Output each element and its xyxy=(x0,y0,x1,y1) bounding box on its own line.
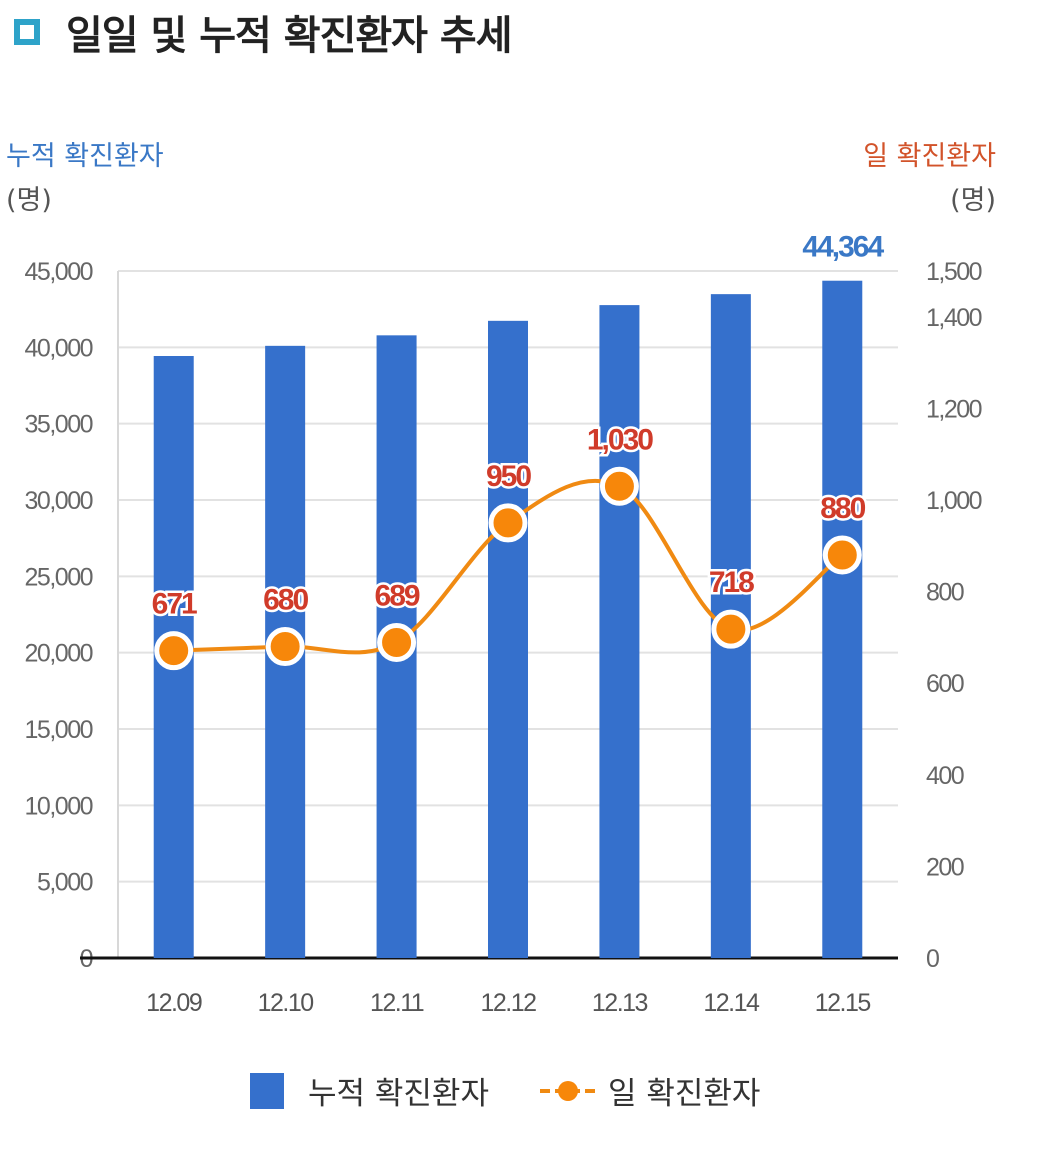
line-marker xyxy=(711,609,751,649)
bar-value-label: 44,364 xyxy=(802,231,884,264)
line-value-label: 718 xyxy=(709,566,754,599)
left-tick-label: 15,000 xyxy=(25,716,93,744)
left-axis-unit: (명) xyxy=(6,185,52,216)
left-axis-title: 누적 확진환자 xyxy=(6,141,164,172)
line-value-label: 880 xyxy=(820,492,865,525)
legend-bar-label: 누적 확진환자 xyxy=(308,1076,489,1112)
left-tick-label: 40,000 xyxy=(25,334,93,362)
line-value-label: 689 xyxy=(375,579,420,612)
right-tick-label: 400 xyxy=(926,762,964,790)
title-row: 일일 및 누적 확진환자 추세 xyxy=(14,4,513,60)
right-tick-label: 0 xyxy=(926,945,939,973)
right-tick-label: 1,000 xyxy=(926,487,982,515)
chart-title: 일일 및 누적 확진환자 추세 xyxy=(66,13,513,59)
legend-line-entry: 일 확진환자 xyxy=(538,1068,760,1113)
line-value-label: 671 xyxy=(152,588,197,621)
left-tick-label: 30,000 xyxy=(25,487,93,515)
line-marker xyxy=(822,535,862,575)
bar xyxy=(822,280,863,958)
right-tick-label: 1,200 xyxy=(926,395,982,423)
left-tick-label: 20,000 xyxy=(25,640,93,668)
right-tick-label: 800 xyxy=(926,579,964,607)
line-marker xyxy=(599,466,639,506)
legend-bar-swatch xyxy=(250,1072,284,1109)
x-tick-label: 12.12 xyxy=(480,989,536,1017)
right-axis-title: 일 확진환자 xyxy=(863,141,996,172)
x-tick-label: 12.10 xyxy=(258,989,314,1017)
line-marker xyxy=(488,503,528,543)
right-tick-label: 200 xyxy=(926,853,964,881)
line-marker xyxy=(377,622,417,662)
legend-line-swatch xyxy=(540,1080,596,1101)
bar xyxy=(488,320,528,958)
x-tick-label: 12.14 xyxy=(703,989,760,1017)
right-tick-label: 1,400 xyxy=(926,304,982,332)
title-square-icon xyxy=(14,19,40,45)
right-tick-label: 1,500 xyxy=(926,258,982,286)
line-value-label: 1,030 xyxy=(587,423,653,456)
line-value-label: 680 xyxy=(263,584,308,617)
bar xyxy=(599,305,640,959)
left-tick-label: 35,000 xyxy=(25,411,93,439)
x-tick-label: 12.09 xyxy=(146,989,202,1017)
x-tick-label: 12.13 xyxy=(592,989,648,1017)
legend-bar-entry: 누적 확진환자 xyxy=(250,1068,489,1113)
line-marker xyxy=(265,627,305,667)
line-marker xyxy=(154,631,194,671)
right-tick-label: 600 xyxy=(926,670,964,698)
left-tick-label: 25,000 xyxy=(25,563,93,591)
x-tick-label: 12.11 xyxy=(370,989,424,1017)
x-tick-label: 12.15 xyxy=(815,989,871,1017)
left-tick-label: 45,000 xyxy=(25,258,93,286)
left-tick-label: 5,000 xyxy=(37,869,93,897)
right-axis-unit: (명) xyxy=(950,185,996,216)
legend-line-label: 일 확진환자 xyxy=(608,1076,761,1112)
left-tick-label: 10,000 xyxy=(25,792,93,820)
line-value-label: 950 xyxy=(486,460,531,493)
